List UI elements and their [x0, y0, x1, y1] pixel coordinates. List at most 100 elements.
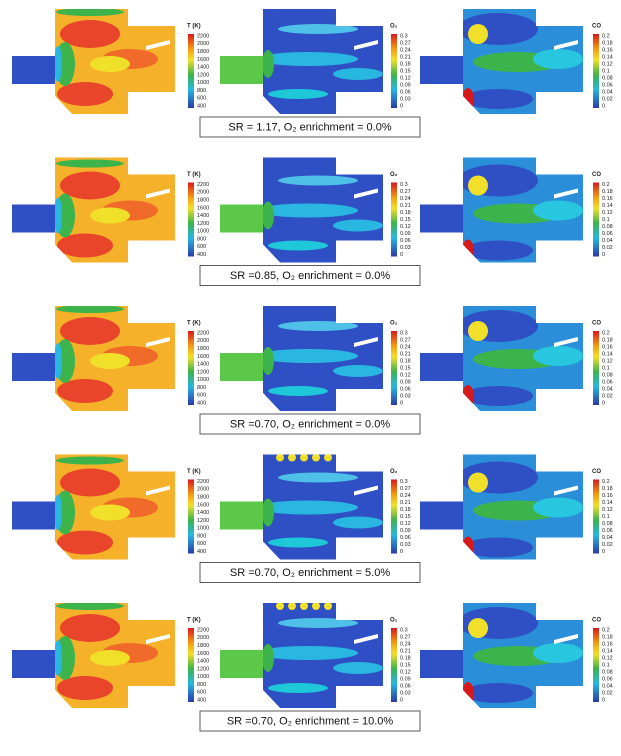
- legend-title: T (K): [187, 618, 201, 624]
- inlet: [12, 353, 55, 381]
- colorbar-tick: 0.2: [602, 33, 610, 39]
- colorbar-tick: 0: [602, 549, 605, 555]
- caption: SR =0.70, O₂ enrichment = 5.0%: [230, 567, 390, 579]
- contour-blob: [56, 8, 124, 16]
- contour-blob: [278, 321, 358, 331]
- field: [258, 306, 383, 411]
- inlet: [420, 502, 463, 530]
- colorbar-tick: 0.27: [400, 486, 411, 492]
- colorbar-tick: 2200: [197, 182, 209, 188]
- colorbar-tick: 0.1: [602, 514, 610, 520]
- colorbar-tick: 0.18: [400, 655, 411, 661]
- colorbar-tick: 0.1: [602, 662, 610, 668]
- colorbar-tick: 0.12: [602, 210, 613, 216]
- colorbar-tick: 600: [197, 690, 206, 696]
- inlet: [220, 56, 263, 84]
- colorbar-tick: 0.02: [602, 96, 613, 102]
- field: [54, 8, 175, 114]
- inlet: [220, 205, 263, 233]
- colorbar-tick: 2000: [197, 338, 209, 344]
- inlet: [220, 353, 263, 381]
- colorbar-tick: 0.08: [602, 669, 613, 675]
- caption: SR =0.85, O₂ enrichment = 0.0%: [230, 270, 390, 282]
- colorbar-tick: 0.27: [400, 189, 411, 195]
- contour-blob: [278, 618, 358, 628]
- legend-title: T (K): [187, 469, 201, 475]
- colorbar-tick: 0.14: [602, 203, 613, 209]
- colorbar-tick: 2200: [197, 330, 209, 336]
- legend-title: O₂: [390, 24, 398, 30]
- contour-blob: [90, 650, 130, 666]
- colorbar-tick: 0.3: [400, 627, 408, 633]
- contour-panel: [220, 9, 383, 114]
- colorbar-tick: 0.2: [602, 330, 610, 336]
- colorbar-tick: 0.12: [400, 372, 411, 378]
- colorbar: [391, 480, 397, 554]
- colorbar-tick: 1600: [197, 205, 209, 211]
- colorbar-tick: 0: [602, 697, 605, 703]
- colorbar-tick: 0.03: [400, 690, 411, 696]
- colorbar-tick: 0.2: [602, 182, 610, 188]
- colorbar-tick: 1400: [197, 510, 209, 516]
- jet: [288, 602, 296, 610]
- field: [258, 9, 383, 114]
- colorbar-tick: 0.12: [400, 669, 411, 675]
- legend-title: T (K): [187, 321, 201, 327]
- colorbar-tick: 0.09: [400, 676, 411, 682]
- colorbar-tick: 600: [197, 96, 206, 102]
- contour-blob: [462, 240, 474, 264]
- colorbar-tick: 1400: [197, 659, 209, 665]
- inlet: [420, 205, 463, 233]
- colorbar-tick: 1800: [197, 49, 209, 55]
- colorbar-tick: 400: [197, 549, 206, 555]
- colorbar-tick: 0.12: [602, 655, 613, 661]
- colorbar-tick: 0.24: [400, 493, 411, 499]
- field: [458, 158, 583, 264]
- colorbar-tick: 2200: [197, 627, 209, 633]
- colorbar-tick: 0.06: [400, 89, 411, 95]
- contour-blob: [462, 88, 474, 112]
- colorbar-tick: 1600: [197, 502, 209, 508]
- legend-title: CO: [592, 172, 601, 178]
- colorbar-tick: 0.06: [602, 379, 613, 385]
- field: [458, 603, 583, 708]
- colorbar-tick: 0.3: [400, 330, 408, 336]
- colorbar-tick: 0.12: [400, 224, 411, 230]
- contour-blob: [56, 160, 124, 168]
- colorbar-tick: 0.14: [602, 351, 613, 357]
- colorbar: [188, 34, 194, 108]
- colorbar-tick: 0.02: [602, 690, 613, 696]
- field: [54, 455, 175, 560]
- colorbar-tick: 1800: [197, 346, 209, 352]
- colorbar-tick: 0.16: [602, 47, 613, 53]
- colorbar-tick: 400: [197, 103, 206, 109]
- contour-blob: [333, 220, 383, 232]
- colorbar-tick: 0.27: [400, 337, 411, 343]
- contour-blob: [54, 46, 62, 82]
- contour-blob: [262, 50, 274, 78]
- colorbar-tick: 800: [197, 236, 206, 242]
- colorbar-tick: 1800: [197, 643, 209, 649]
- colorbar: [188, 183, 194, 257]
- colorbar-tick: 1400: [197, 65, 209, 71]
- contour-blob: [60, 317, 120, 345]
- contour-panel: [12, 602, 175, 708]
- colorbar-tick: 0.18: [400, 507, 411, 513]
- colorbar: [391, 331, 397, 405]
- colorbar-tick: 0.15: [400, 217, 411, 223]
- field: [54, 305, 175, 411]
- inlet: [420, 353, 463, 381]
- colorbar-tick: 0.16: [602, 493, 613, 499]
- inlet: [220, 502, 263, 530]
- contour-blob: [90, 353, 130, 369]
- contour-blob: [262, 347, 274, 375]
- colorbar-tick: 1200: [197, 518, 209, 524]
- contour-panel: [220, 306, 383, 411]
- field: [258, 158, 383, 263]
- colorbar-tick: 0: [400, 549, 403, 555]
- contour-blob: [90, 208, 130, 224]
- colorbar-tick: 0: [400, 103, 403, 109]
- colorbar-tick: 1200: [197, 369, 209, 375]
- legend-title: T (K): [187, 172, 201, 178]
- jet: [276, 454, 284, 462]
